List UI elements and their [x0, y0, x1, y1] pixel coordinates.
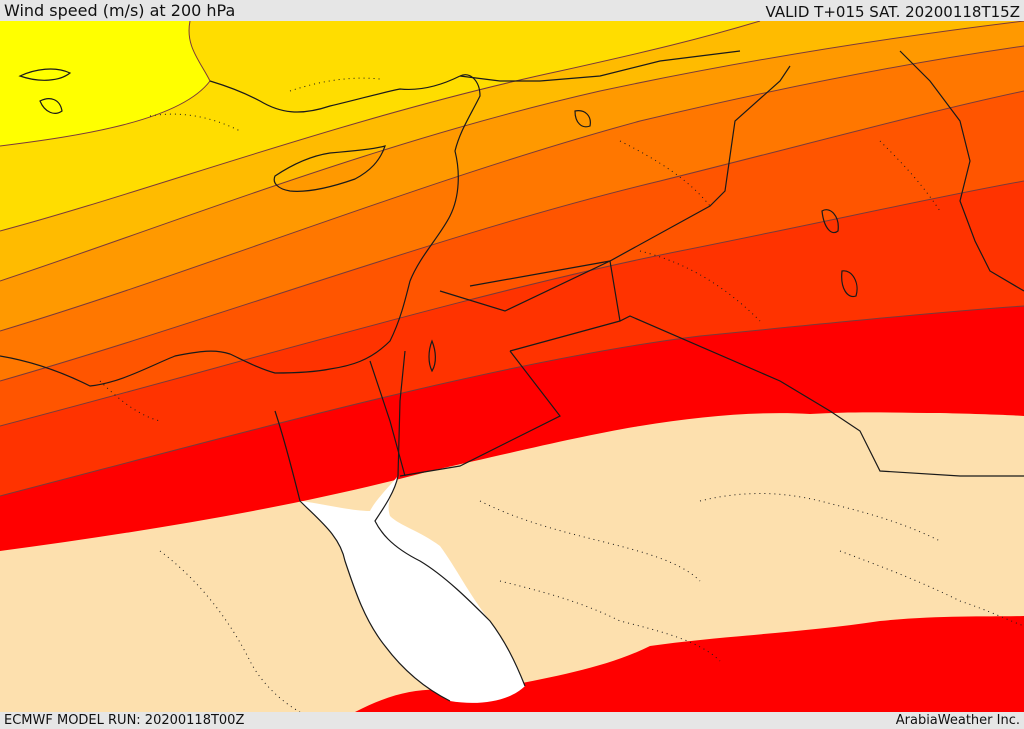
jordan-saudi-border	[509, 315, 831, 412]
levant-coast	[409, 74, 481, 282]
contour-line	[0, 21, 211, 147]
admin-boundaries	[99, 77, 1024, 712]
map-panel	[0, 21, 1024, 712]
header-bar: Wind speed (m/s) at 200 hPa VALID T+015 …	[0, 0, 1024, 21]
wind-contours	[0, 21, 1024, 497]
footer-bar: ECMWF MODEL RUN: 20200118T00Z ArabiaWeat…	[0, 712, 1024, 729]
admin-line	[499, 580, 721, 662]
jordan-iraq-border	[439, 260, 621, 322]
iran-iraq-border	[899, 50, 1024, 292]
turkey-syria-border	[459, 50, 741, 82]
saudi-kuwait-border	[829, 410, 1024, 477]
admin-line	[149, 113, 241, 132]
cyprus-outline	[273, 145, 386, 192]
egypt-libya-border	[369, 360, 406, 477]
contour-line	[0, 180, 1024, 427]
contour-line	[0, 90, 1024, 382]
model-run: ECMWF MODEL RUN: 20200118T00Z	[4, 713, 245, 728]
contour-line	[0, 305, 1024, 497]
north-africa-coast	[0, 280, 411, 387]
contour-line	[0, 21, 1024, 282]
wind-bands	[0, 21, 1024, 712]
wind-speed-map	[0, 21, 1024, 712]
contour-line	[0, 45, 1024, 332]
syria-iraq-border	[469, 65, 791, 287]
aegean-islands	[18, 68, 72, 114]
gulf-of-aqaba-coast	[374, 475, 526, 687]
lake-outline	[574, 110, 591, 128]
iraq-lakes	[821, 209, 858, 298]
saudi-jordan-lower	[399, 350, 561, 477]
coastlines-and-borders	[0, 50, 1024, 702]
admin-line	[479, 500, 701, 582]
red-sea-mask	[300, 476, 525, 703]
turkey-south-coast	[209, 75, 461, 113]
credit: ArabiaWeather Inc.	[895, 713, 1020, 728]
map-title: Wind speed (m/s) at 200 hPa	[4, 1, 236, 20]
valid-time: VALID T+015 SAT. 20200118T15Z	[765, 3, 1020, 21]
dead-sea	[428, 339, 436, 373]
sinai-coast	[274, 410, 451, 702]
egypt-israel-border	[397, 350, 406, 477]
contour-line	[0, 21, 761, 232]
admin-line	[619, 140, 711, 207]
